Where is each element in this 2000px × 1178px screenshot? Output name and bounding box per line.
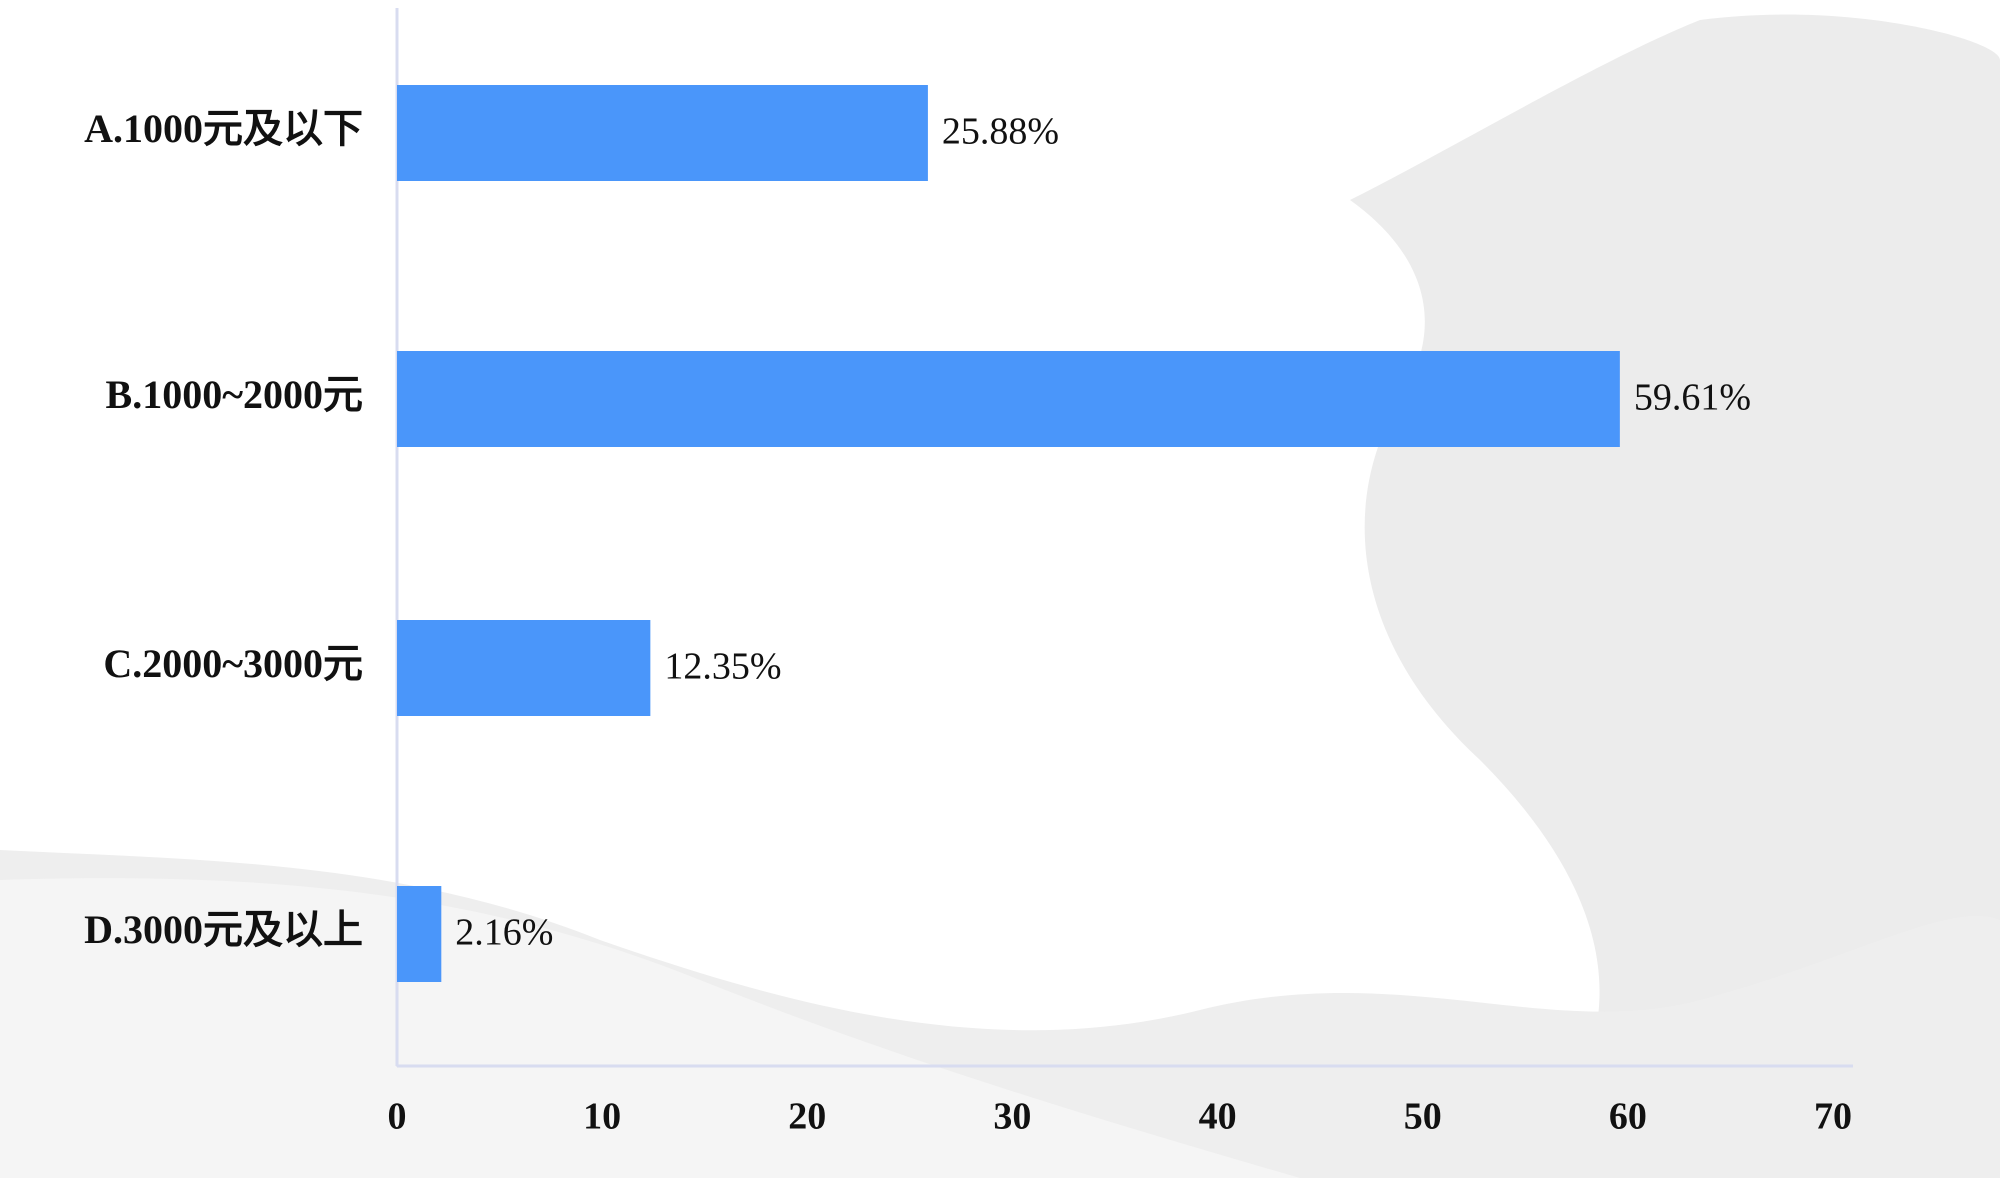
background-shape [1350, 14, 2000, 1178]
background-decoration [0, 14, 2000, 1178]
bar [397, 886, 442, 982]
x-tick-label: 0 [388, 1096, 407, 1138]
bar [397, 351, 1620, 447]
x-tick-label: 60 [1609, 1096, 1647, 1138]
bar [397, 85, 928, 181]
x-tick-label: 50 [1404, 1096, 1442, 1138]
x-tick-label: 10 [583, 1096, 621, 1138]
x-tick-label: 70 [1814, 1096, 1852, 1138]
y-tick-label: C.2000~3000元 [103, 641, 363, 686]
bar [397, 620, 651, 716]
value-label: 2.16% [455, 912, 553, 954]
value-label: 59.61% [1634, 377, 1751, 419]
x-tick-label: 40 [1199, 1096, 1237, 1138]
x-tick-label: 30 [993, 1096, 1031, 1138]
y-tick-label: D.3000元及以上 [84, 907, 363, 952]
background-shape [0, 878, 1300, 1178]
y-tick-label: B.1000~2000元 [106, 372, 363, 417]
value-label: 25.88% [942, 111, 1059, 153]
y-tick-label: A.1000元及以下 [84, 106, 363, 151]
value-label: 12.35% [664, 646, 781, 688]
x-tick-label: 20 [788, 1096, 826, 1138]
